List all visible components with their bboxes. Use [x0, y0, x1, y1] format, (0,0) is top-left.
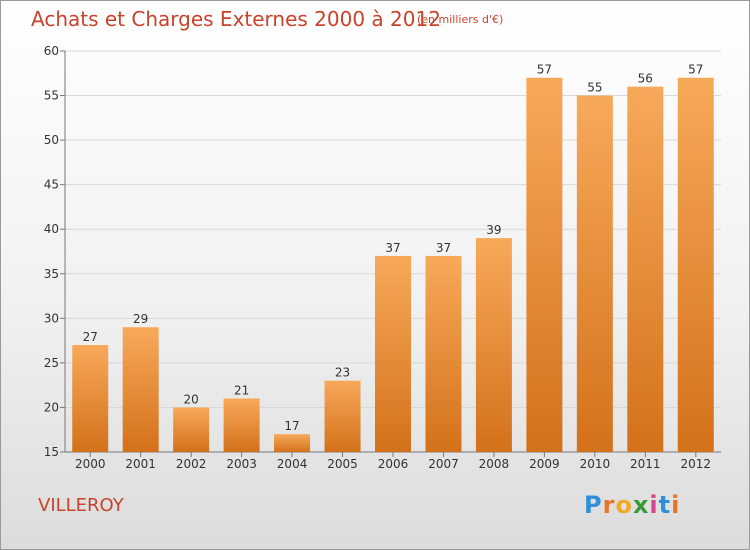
- bar: [627, 86, 664, 453]
- chart-unit: (en milliers d'€): [417, 13, 504, 26]
- y-tick-label: 45: [44, 178, 59, 192]
- logo-letter: t: [658, 491, 672, 519]
- logo-letter: x: [632, 491, 650, 519]
- data-labels: 27 29 20 21 17 23 37 37 39 57 55 56 57: [83, 63, 704, 433]
- y-tick-label: 40: [44, 222, 59, 236]
- bar: [122, 327, 159, 452]
- bars: [72, 77, 714, 453]
- logo-letter: P: [584, 491, 603, 519]
- y-tick-label: 60: [44, 44, 59, 58]
- x-tick-label: 2011: [630, 457, 661, 471]
- x-tick-label: 2010: [580, 457, 611, 471]
- bar: [324, 380, 361, 452]
- x-tick-label: 2002: [176, 457, 207, 471]
- x-tick-label: 2001: [125, 457, 156, 471]
- data-label: 27: [83, 330, 98, 344]
- x-tick-label: 2004: [277, 457, 308, 471]
- x-tick-label: 2007: [428, 457, 459, 471]
- data-label: 57: [688, 63, 703, 77]
- y-tick-label: 55: [44, 89, 59, 103]
- data-label: 29: [133, 312, 148, 326]
- data-label: 17: [284, 419, 299, 433]
- x-tick-label: 2008: [479, 457, 510, 471]
- data-label: 57: [537, 63, 552, 77]
- data-label: 21: [234, 384, 249, 398]
- bar: [526, 77, 563, 452]
- chart-title: Achats et Charges Externes 2000 à 2012: [31, 7, 441, 31]
- bar: [274, 434, 311, 452]
- y-tick-label: 20: [44, 400, 59, 414]
- bar: [375, 255, 411, 452]
- data-label: 23: [335, 366, 350, 380]
- proxiti-logo[interactable]: Proxiti: [584, 491, 680, 519]
- axes: 15 20 25 30 35 40 45 50 55 60 2000 2001 2002 2003 2004…: [44, 44, 721, 471]
- x-tick-label: 2012: [680, 457, 711, 471]
- x-tick-label: 2000: [75, 457, 106, 471]
- bar: [173, 407, 210, 452]
- x-tick-label: 2006: [378, 457, 409, 471]
- bar: [677, 77, 714, 452]
- bar: [72, 345, 109, 452]
- data-label: 37: [385, 241, 400, 255]
- bar: [223, 398, 260, 452]
- y-tick-label: 50: [44, 133, 59, 147]
- data-label: 39: [486, 223, 501, 237]
- y-tick-label: 35: [44, 267, 59, 281]
- logo-letter: r: [602, 491, 616, 519]
- logo-letter: i: [649, 491, 659, 519]
- place-name: VILLEROY: [38, 495, 124, 516]
- y-tick-label: 25: [44, 356, 59, 370]
- data-label: 55: [587, 81, 602, 95]
- y-tick-label: 15: [44, 445, 59, 459]
- bar: [425, 255, 462, 452]
- logo-letter: o: [615, 491, 633, 519]
- y-tick-label: 30: [44, 311, 59, 325]
- x-tick-label: 2009: [529, 457, 560, 471]
- data-label: 37: [436, 241, 451, 255]
- bar: [576, 95, 613, 453]
- data-label: 56: [638, 72, 653, 86]
- x-tick-label: 2003: [226, 457, 257, 471]
- x-tick-label: 2005: [327, 457, 358, 471]
- logo-letter: i: [671, 491, 681, 519]
- bar: [475, 238, 512, 452]
- data-label: 20: [184, 392, 199, 406]
